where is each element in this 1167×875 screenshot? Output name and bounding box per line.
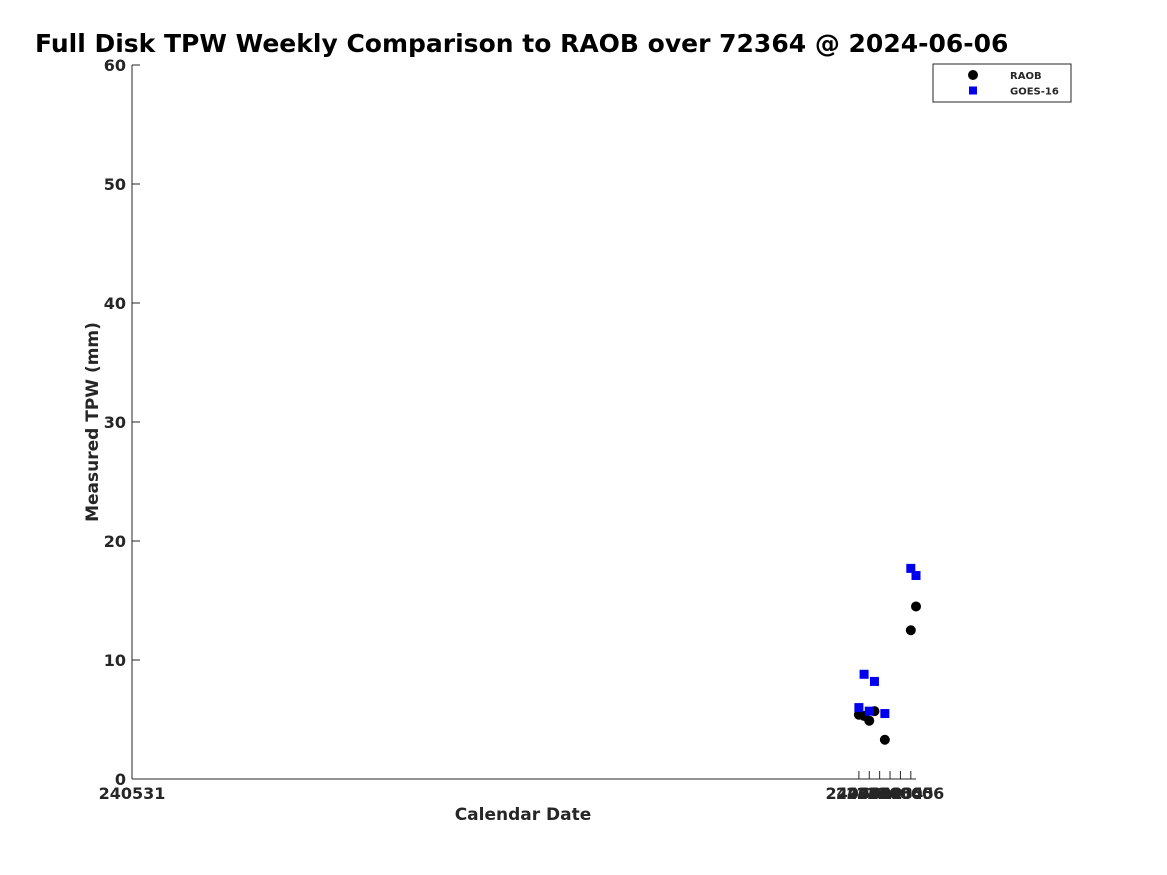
x-tick-label: 240531 — [99, 784, 166, 803]
x-tick-label: 240604 — [857, 784, 924, 803]
x-tick-label: 240606 — [877, 784, 944, 803]
x-tick-label: 240601 — [825, 784, 892, 803]
legend-label: GOES-16 — [1010, 87, 1059, 98]
y-tick-label: 40 — [104, 294, 126, 313]
chart-title: Full Disk TPW Weekly Comparison to RAOB … — [35, 29, 1008, 58]
goes16-point — [911, 571, 921, 581]
goes16-point — [880, 709, 890, 719]
goes16-point — [906, 563, 916, 573]
legend-label: RAOB — [1010, 71, 1042, 82]
y-tick-label: 20 — [104, 532, 126, 551]
legend-goes16-marker — [969, 86, 977, 95]
x-tick-label: 240603 — [846, 784, 913, 803]
y-tick-label: 0 — [115, 770, 126, 789]
raob-point — [911, 601, 921, 612]
y-axis-label: Measured TPW (mm) — [83, 322, 103, 522]
y-tick-label: 50 — [104, 175, 126, 194]
y-tick-label: 10 — [104, 651, 126, 670]
x-tick-label: 240602 — [836, 784, 903, 803]
raob-point — [879, 734, 890, 745]
y-tick-label: 30 — [104, 413, 126, 432]
legend: RAOB GOES-16 — [932, 63, 1072, 103]
legend-box — [932, 63, 1072, 103]
x-axis-label: Calendar Date — [455, 805, 592, 825]
goes16-point — [869, 676, 879, 686]
x-tick-label: 240605 — [867, 784, 934, 803]
y-tick-label: 60 — [104, 56, 126, 75]
legend-raob-marker — [968, 70, 978, 80]
goes16-point — [864, 706, 874, 716]
plot-area: 0 10 20 30 40 50 60 240531 240601240602240603240… — [99, 56, 945, 803]
goes16-point — [854, 703, 864, 713]
raob-point — [905, 625, 916, 636]
goes16-point — [859, 669, 869, 679]
raob-point — [864, 715, 875, 726]
